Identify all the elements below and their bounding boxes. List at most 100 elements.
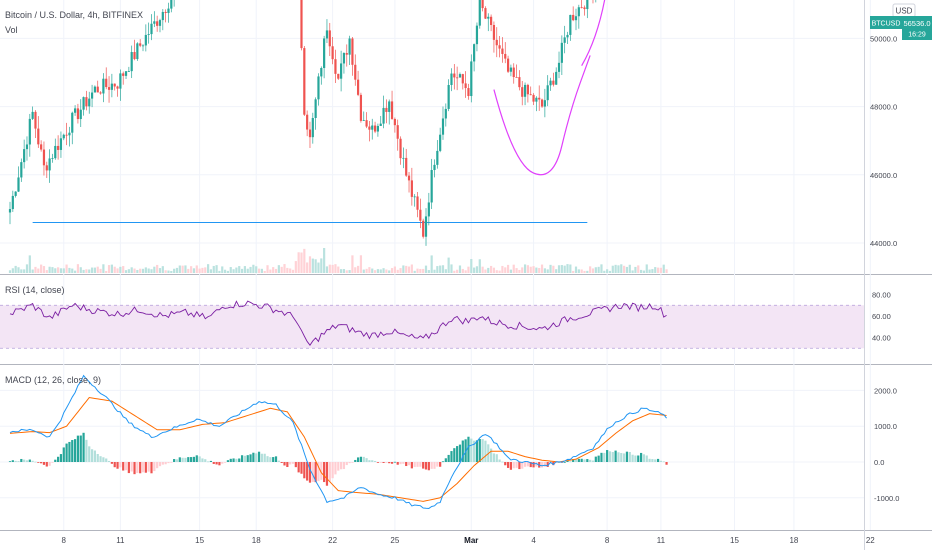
macd-histogram-bar <box>178 457 181 462</box>
volume-bar <box>14 265 17 273</box>
macd-histogram-bar <box>133 462 136 475</box>
volume-bar <box>373 270 377 273</box>
x-tick-label: 25 <box>390 536 399 545</box>
candle-body <box>447 84 450 109</box>
candle-body <box>345 53 348 55</box>
volume-bar <box>257 268 261 273</box>
volume-bar <box>447 257 450 273</box>
macd-histogram-bar <box>68 441 71 462</box>
volume-bar <box>501 265 504 273</box>
volume-bar <box>481 266 484 273</box>
volume-bar <box>433 269 436 273</box>
macd-histogram-bar <box>37 462 40 463</box>
volume-bar <box>656 267 660 273</box>
macd-histogram-bar <box>614 450 617 462</box>
candle-body <box>566 34 569 38</box>
macd-histogram-bar <box>65 443 68 462</box>
macd-histogram-bar <box>433 462 436 469</box>
macd-histogram-bar <box>249 454 252 462</box>
candle-body <box>444 108 447 119</box>
volume-bar <box>229 267 232 273</box>
volume-bar <box>28 255 31 273</box>
volume-bar <box>221 266 224 273</box>
candle-body <box>540 99 544 107</box>
macd-histogram-bar <box>82 432 85 462</box>
candle-body <box>320 68 323 77</box>
macd-histogram-bar <box>430 462 433 469</box>
volume-bar <box>512 264 515 273</box>
macd-histogram-bar <box>399 462 402 465</box>
volume-bar <box>45 270 48 273</box>
volume-bar <box>492 267 496 273</box>
candle-body <box>68 132 71 136</box>
macd-histogram-bar <box>266 456 269 462</box>
macd-pane <box>8 374 668 509</box>
currency-button[interactable]: USD <box>892 3 916 18</box>
macd-histogram-bar <box>170 462 173 463</box>
macd-histogram-bar <box>563 461 566 463</box>
volume-bar <box>48 266 51 273</box>
x-tick-label: 18 <box>252 536 261 545</box>
candle-body <box>144 34 147 46</box>
macd-histogram-bar <box>354 459 357 462</box>
macd-histogram-bar <box>498 459 501 462</box>
macd-histogram-bar <box>552 462 555 466</box>
volume-bar <box>586 270 589 273</box>
candle-body <box>399 138 402 159</box>
volume-bar <box>456 269 459 273</box>
volume-bar <box>105 270 108 273</box>
volume-bar <box>597 266 600 273</box>
volume-bar <box>85 269 88 273</box>
candle-body <box>354 64 357 80</box>
volume-bar <box>158 268 162 273</box>
volume-bar <box>161 266 164 273</box>
volume-bar <box>342 269 346 273</box>
volume-bar <box>617 265 620 273</box>
candle-body <box>504 53 507 59</box>
macd-histogram-bar <box>586 459 589 462</box>
volume-bar <box>591 268 595 273</box>
macd-histogram-bar <box>518 462 521 470</box>
candle-body <box>376 125 379 132</box>
volume-bar <box>470 259 473 273</box>
volume-bar <box>577 269 580 273</box>
volume-bar <box>170 270 173 273</box>
candle-body <box>532 94 535 102</box>
candle-body <box>62 134 65 139</box>
macd-histogram-bar <box>277 460 280 462</box>
volume-bar <box>178 265 181 273</box>
macd-histogram-bar <box>458 444 462 462</box>
candle-body <box>402 157 405 159</box>
volume-bar <box>546 269 549 273</box>
volume-bar <box>62 268 65 273</box>
macd-histogram-bar <box>130 462 133 472</box>
volume-bar <box>311 258 314 273</box>
volume-bar <box>495 270 498 273</box>
volume-bar <box>484 269 487 273</box>
macd-histogram-bar <box>99 456 102 462</box>
macd-histogram-bar <box>8 461 12 463</box>
macd-histogram-bar <box>634 455 637 462</box>
volume-bar <box>17 267 20 273</box>
candle-body <box>509 67 513 72</box>
candle-body <box>388 101 391 112</box>
currency-button-label[interactable]: USD <box>896 7 913 16</box>
macd-histogram-bar <box>456 446 459 462</box>
candle-body <box>85 97 88 107</box>
candle-body <box>430 170 433 203</box>
volume-bar <box>340 269 343 273</box>
volume-bar <box>662 264 665 273</box>
volume-bar <box>291 269 295 273</box>
volume-bar <box>529 266 532 273</box>
macd-histogram-bar <box>419 462 422 467</box>
volume-bar <box>286 267 289 273</box>
macd-line <box>9 374 667 509</box>
candle-body <box>136 43 139 60</box>
candle-body <box>362 120 365 121</box>
macd-histogram-bar <box>580 458 583 462</box>
candle-body <box>382 107 385 124</box>
volume-bar <box>504 267 507 273</box>
volume-bar <box>252 264 255 273</box>
macd-histogram-bar <box>583 459 586 462</box>
volume-bar <box>314 259 317 273</box>
